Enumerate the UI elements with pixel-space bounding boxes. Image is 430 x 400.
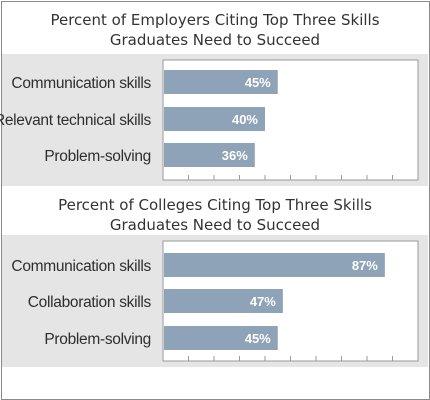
employers-category-label: Relevant technical skills: [0, 112, 152, 129]
employers-category-label: Problem-solving: [44, 148, 151, 165]
colleges-category-label: Collaboration skills: [28, 294, 152, 311]
colleges-value-label: 47%: [250, 294, 276, 309]
colleges-value-label: 87%: [352, 258, 378, 273]
employers-value-label: 45%: [245, 75, 271, 90]
colleges-bar: [164, 289, 283, 313]
colleges-bar: [164, 253, 385, 277]
colleges-chart-title-line2: Graduates Need to Succeed: [109, 216, 321, 234]
employers-value-label: 36%: [222, 148, 248, 163]
employers-bar: [164, 70, 278, 94]
colleges-bar: [164, 326, 278, 350]
colleges-value-label: 45%: [245, 331, 271, 346]
colleges-chart-title: Percent of Colleges Citing Top Three Ski…: [0, 195, 430, 235]
colleges-category-label: Communication skills: [11, 258, 151, 275]
employers-bar: [164, 143, 255, 167]
employers-bar: [164, 107, 265, 131]
employers-chart-title-line1: Percent of Employers Citing Top Three Sk…: [50, 11, 380, 29]
employers-chart-title: Percent of Employers Citing Top Three Sk…: [0, 10, 430, 50]
colleges-chart-title-line1: Percent of Colleges Citing Top Three Ski…: [58, 196, 372, 214]
employers-value-label: 40%: [232, 112, 258, 127]
employers-chart-title-line2: Graduates Need to Succeed: [109, 31, 321, 49]
colleges-category-label: Problem-solving: [44, 331, 151, 348]
employers-category-label: Communication skills: [11, 75, 151, 92]
